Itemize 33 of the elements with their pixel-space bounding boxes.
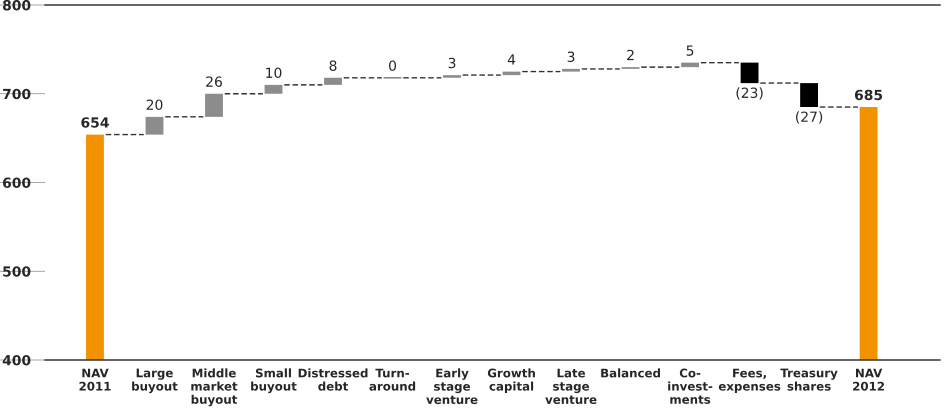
y-tick-label: 500 bbox=[3, 266, 30, 277]
y-tick-label: 600 bbox=[2, 177, 30, 188]
data-label: 26 bbox=[206, 76, 222, 87]
data-label: 10 bbox=[266, 68, 282, 78]
y-tick-label: 400 bbox=[2, 354, 30, 366]
x-tick-label: Small buyout bbox=[251, 368, 297, 394]
x-tick-label: Growth capital bbox=[488, 368, 535, 393]
x-tick-label: Treasury shares bbox=[780, 368, 838, 391]
y-tick-label: 800 bbox=[2, 0, 30, 10]
x-tick-label: Turn- around bbox=[369, 368, 416, 391]
data-label: 3 bbox=[568, 52, 574, 62]
y-tick-label: 700 bbox=[3, 88, 30, 100]
data-label: 3 bbox=[448, 58, 456, 68]
data-label: 654 bbox=[81, 117, 109, 128]
data-label: 4 bbox=[508, 54, 516, 65]
data-label: 0 bbox=[389, 60, 396, 71]
x-tick-label: NAV 2011 bbox=[79, 368, 111, 391]
x-tick-label: Large buyout bbox=[132, 368, 178, 394]
data-label: (27) bbox=[796, 111, 822, 124]
x-tick-label: Co- invest- ments bbox=[668, 368, 712, 404]
data-label: 5 bbox=[686, 46, 694, 56]
x-tick-label: Distressed debt bbox=[298, 368, 368, 391]
data-label: 2 bbox=[627, 50, 634, 60]
x-tick-label: NAV 2012 bbox=[853, 368, 884, 391]
x-tick-label: Fees, expenses bbox=[718, 368, 780, 393]
x-tick-label: Balanced bbox=[601, 368, 660, 378]
x-tick-label: Middle market buyout bbox=[191, 368, 238, 406]
data-label: 685 bbox=[854, 90, 882, 100]
data-label: (23) bbox=[736, 87, 763, 100]
x-tick-label: Late stage venture bbox=[545, 368, 596, 404]
x-tick-label: Early stage venture bbox=[426, 368, 478, 404]
data-label: 20 bbox=[146, 99, 162, 110]
data-label: 8 bbox=[330, 60, 336, 71]
